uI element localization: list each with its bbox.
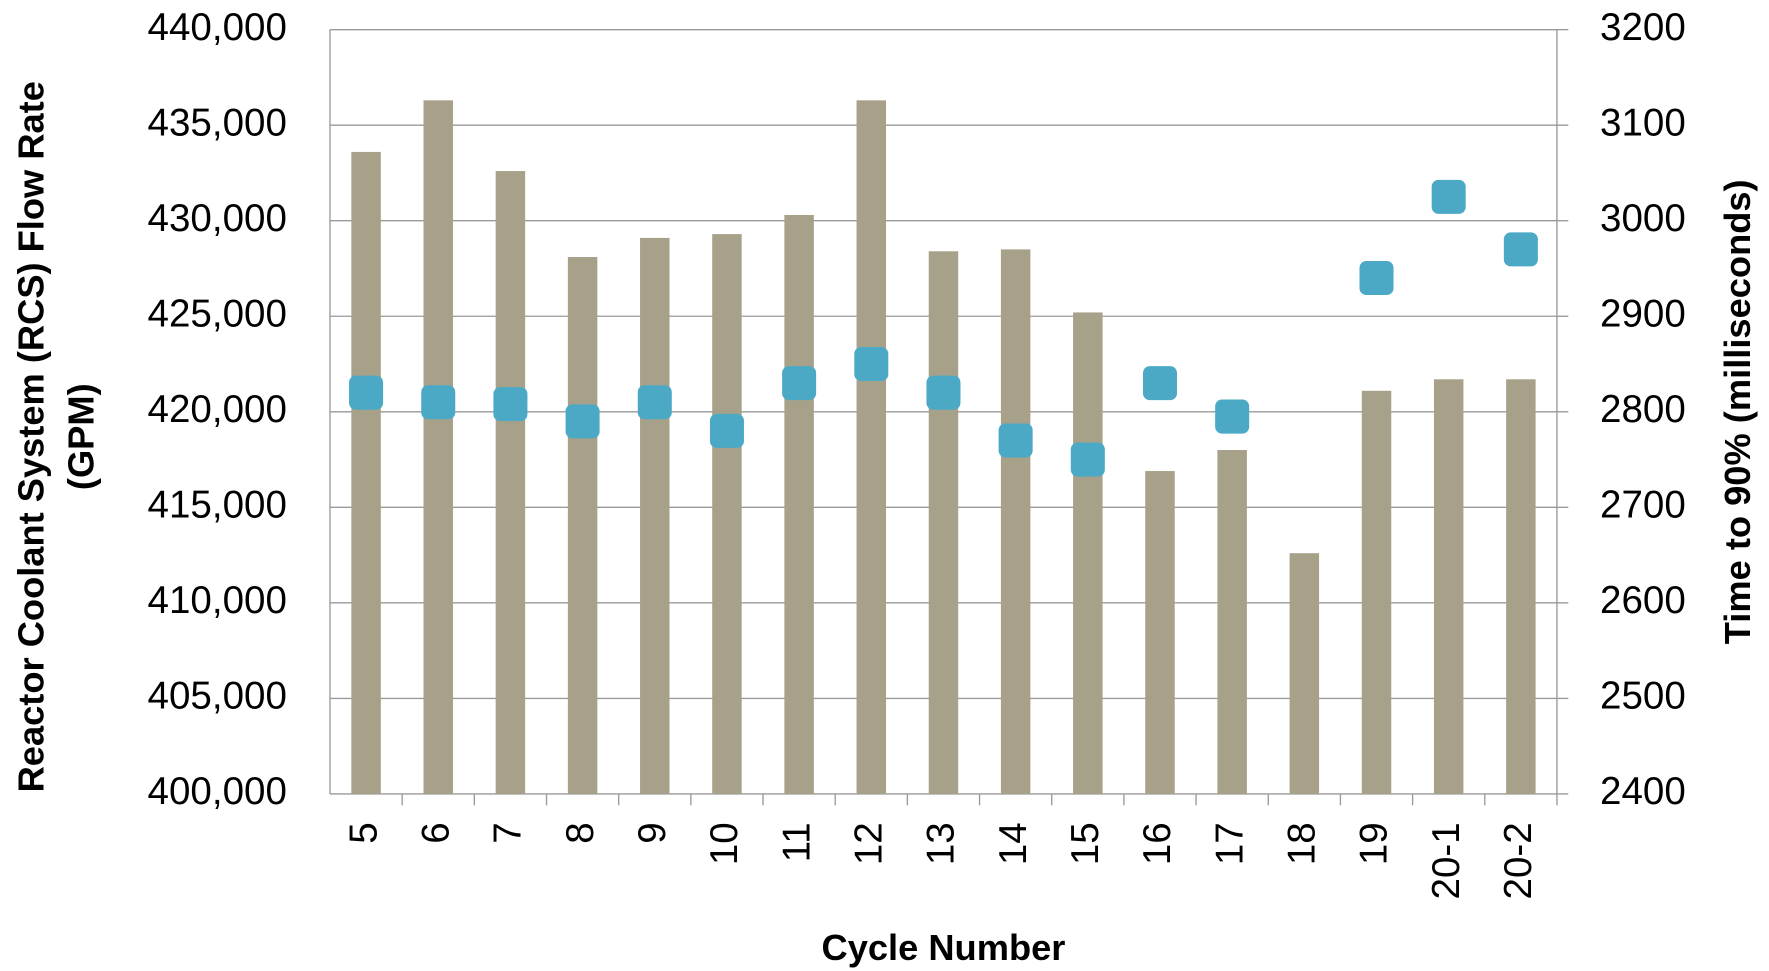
bar [1433, 379, 1464, 794]
bar [1361, 390, 1392, 794]
x-tick-label: 7 [487, 822, 530, 843]
y2-tick-label: 2400 [1600, 770, 1686, 813]
y-tick-label: 410,000 [148, 579, 287, 622]
bar [1506, 379, 1536, 794]
y-tick-label: 430,000 [148, 197, 287, 240]
marker [421, 385, 456, 420]
bar [1289, 553, 1320, 794]
marker [782, 366, 817, 401]
bar [1217, 450, 1247, 794]
y-tick-label: 420,000 [148, 388, 287, 431]
marker [1359, 261, 1394, 296]
marker [709, 413, 744, 448]
bar [1145, 471, 1175, 794]
x-tick-label: 10 [703, 822, 746, 865]
marker [349, 375, 384, 410]
y2-tick-label: 3200 [1600, 6, 1686, 49]
x-tick-label: 6 [414, 822, 457, 843]
x-tick-label: 16 [1136, 822, 1179, 865]
y2-tick-label: 2900 [1600, 292, 1686, 335]
marker [926, 375, 961, 410]
x-axis-title: Cycle Number [822, 927, 1066, 968]
x-tick-label: 18 [1281, 822, 1324, 865]
x-tick-label: 20-2 [1497, 822, 1540, 899]
marker [493, 387, 528, 422]
y-axis-title: Reactor Coolant System (RCS) Flow Rate [11, 81, 52, 792]
y-tick-label: 405,000 [148, 675, 287, 718]
x-tick-label: 13 [920, 822, 963, 865]
marker [1215, 399, 1250, 434]
marker [998, 423, 1033, 458]
marker [1503, 232, 1538, 267]
marker [1142, 366, 1177, 401]
bar [1073, 312, 1103, 794]
y2-axis-title: Time to 90% (milliseconds) [1717, 179, 1758, 644]
x-tick-label: 14 [992, 822, 1035, 865]
y2-tick-label: 2600 [1600, 579, 1686, 622]
marker [565, 404, 600, 439]
y-tick-label: 415,000 [148, 484, 287, 527]
bar [784, 214, 814, 794]
x-tick-label: 8 [559, 822, 602, 843]
y-tick-label: 425,000 [148, 292, 287, 335]
x-tick-label: 12 [847, 822, 890, 865]
bar [423, 100, 453, 794]
x-tick-label: 11 [775, 822, 818, 862]
y2-tick-label: 2500 [1600, 675, 1686, 718]
x-tick-label: 9 [631, 822, 674, 843]
y-tick-label: 435,000 [148, 101, 287, 144]
y-tick-label: 400,000 [148, 770, 287, 813]
y-tick-label: 440,000 [148, 6, 287, 49]
bar [1000, 249, 1031, 794]
bar [856, 100, 887, 794]
bar [712, 234, 742, 794]
y2-tick-label: 2700 [1600, 484, 1686, 527]
y-axis-title: (GPM) [60, 383, 101, 490]
y2-tick-label: 3100 [1600, 101, 1686, 144]
x-tick-label: 17 [1208, 822, 1251, 865]
bar [351, 151, 381, 794]
bar [495, 171, 526, 794]
bar [928, 251, 959, 794]
x-tick-label: 15 [1064, 822, 1107, 865]
marker [1070, 442, 1105, 477]
marker [854, 347, 889, 382]
x-tick-label: 20-1 [1425, 822, 1468, 899]
x-tick-label: 5 [342, 822, 385, 843]
y2-tick-label: 3000 [1600, 197, 1686, 240]
y2-tick-label: 2800 [1600, 388, 1686, 431]
marker [637, 385, 672, 420]
bar [567, 257, 598, 794]
x-tick-label: 19 [1353, 822, 1396, 865]
bar [640, 237, 670, 794]
marker [1431, 179, 1466, 214]
